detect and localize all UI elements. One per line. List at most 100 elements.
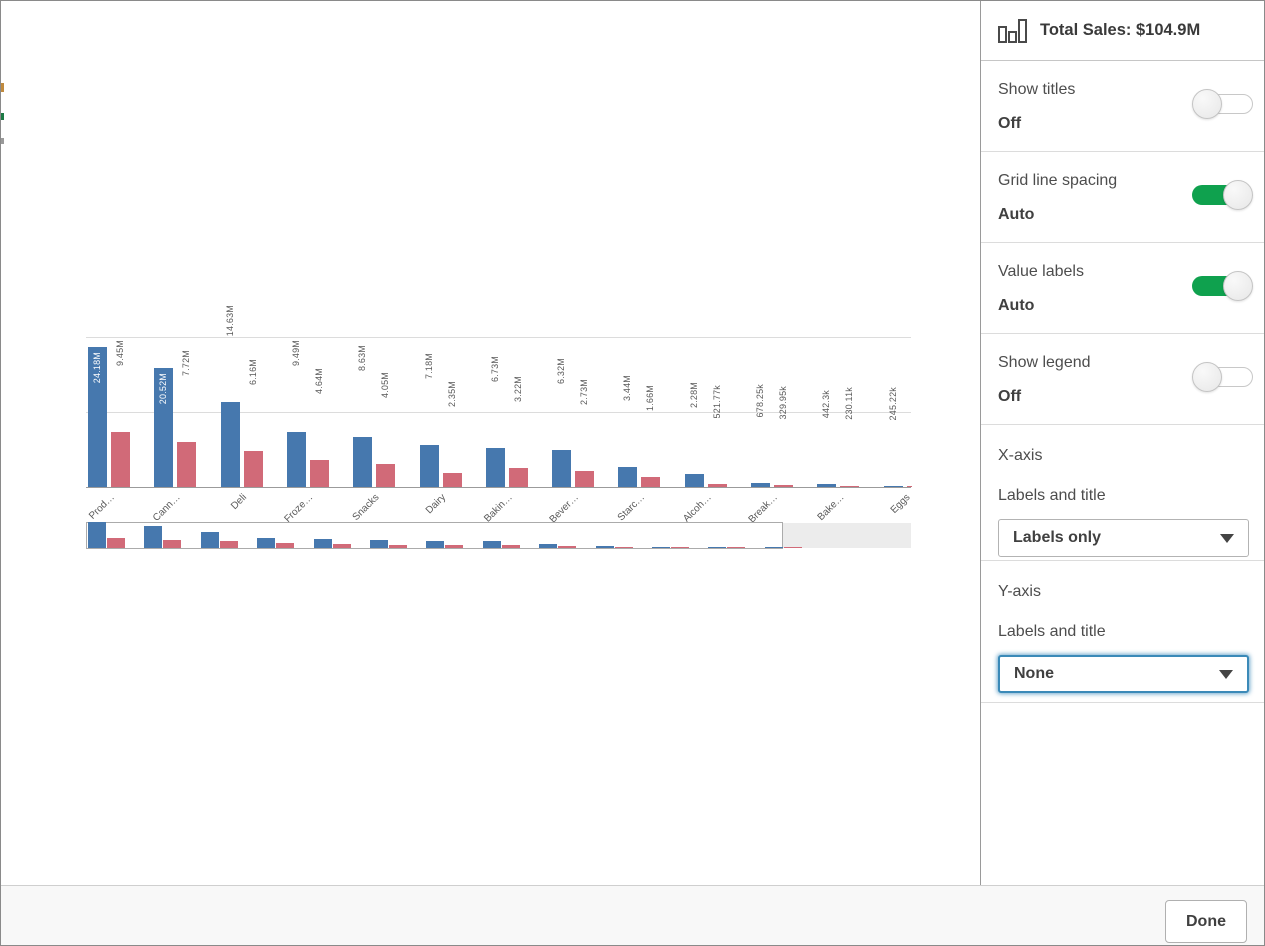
minimap-bar — [595, 546, 614, 548]
bar[interactable] — [353, 437, 373, 487]
minimap-bar — [144, 526, 163, 548]
bar[interactable] — [485, 448, 505, 487]
minimap-bar — [200, 532, 219, 548]
category-label: Bever… — [547, 492, 581, 526]
bar[interactable] — [684, 474, 704, 487]
bar[interactable] — [286, 432, 306, 487]
gridline — [86, 337, 911, 338]
bar[interactable] — [154, 368, 174, 487]
show-legend-toggle[interactable] — [1192, 362, 1253, 392]
bar-chart-icon — [997, 18, 1027, 44]
bar[interactable] — [442, 473, 462, 487]
minimap-bar — [671, 547, 689, 548]
value-label: 6.73M — [489, 355, 500, 382]
bar[interactable] — [641, 477, 661, 487]
category-label: Prod… — [86, 492, 117, 522]
bar[interactable] — [883, 486, 903, 487]
bar[interactable] — [906, 486, 912, 487]
category-label: Froze… — [282, 492, 316, 525]
minimap-bar — [107, 538, 125, 548]
bar[interactable] — [243, 451, 263, 487]
toggle-knob — [1223, 180, 1253, 210]
bar[interactable] — [751, 483, 770, 487]
minimap-bar — [426, 541, 445, 548]
value-label: 678.25k — [755, 383, 765, 417]
minimap-bar — [219, 541, 238, 548]
chevron-down-icon — [1220, 533, 1234, 543]
bar[interactable] — [508, 468, 528, 487]
value-label: 6.32M — [556, 357, 567, 384]
chart-scroll-track[interactable] — [783, 523, 911, 548]
bar[interactable] — [309, 460, 329, 487]
edge-artifact-gray — [1, 138, 4, 144]
minimap-bar — [445, 545, 464, 548]
x-axis-dropdown[interactable]: Labels only — [998, 519, 1249, 557]
value-label: 442.3k — [821, 389, 832, 418]
value-label: 521.77k — [711, 384, 722, 418]
minimap-bar — [614, 547, 633, 548]
minimap-bar — [482, 541, 501, 548]
bar[interactable] — [111, 432, 130, 487]
minimap-bar — [163, 540, 182, 548]
category-label: Eggs — [888, 492, 912, 516]
minimap-bar — [88, 522, 106, 548]
section-grid-line-spacing: Grid line spacing Auto — [981, 152, 1264, 243]
minimap-bar — [389, 545, 407, 548]
toggle-knob — [1192, 362, 1222, 392]
category-label: Snacks — [351, 492, 382, 523]
category-label: Bake… — [815, 492, 847, 523]
category-label: Starc… — [615, 492, 648, 524]
bar[interactable] — [707, 484, 727, 487]
show-legend-value: Off — [998, 388, 1022, 405]
section-show-titles: Show titles Off — [981, 61, 1264, 152]
bar[interactable] — [419, 445, 439, 487]
minimap-bar — [313, 539, 332, 548]
panel-title: Total Sales: $104.9M — [1040, 21, 1201, 39]
minimap-bar — [708, 547, 727, 548]
x-axis-sublabel: Labels and title — [998, 487, 1106, 504]
bar[interactable] — [840, 486, 860, 487]
chevron-down-icon — [1219, 669, 1233, 679]
value-label: 9.45M — [115, 339, 125, 366]
y-axis-dropdown[interactable]: None — [998, 655, 1249, 693]
minimap-bar — [558, 546, 577, 548]
done-button[interactable]: Done — [1165, 900, 1247, 943]
section-value-labels: Value labels Auto — [981, 243, 1264, 334]
panel-header: Total Sales: $104.9M — [981, 1, 1264, 61]
x-axis-dropdown-value: Labels only — [1013, 529, 1102, 546]
show-titles-toggle[interactable] — [1192, 89, 1253, 119]
value-label: 20.52M — [158, 373, 169, 405]
minimap-bar — [276, 543, 295, 548]
value-label: 3.22M — [512, 375, 523, 402]
value-label: 245.22k — [887, 386, 898, 420]
show-titles-value: Off — [998, 115, 1022, 132]
grid-line-spacing-toggle[interactable] — [1192, 180, 1253, 210]
bar[interactable] — [774, 485, 793, 487]
bar[interactable] — [618, 467, 638, 487]
value-label: 24.18M — [92, 352, 102, 384]
bar[interactable] — [817, 484, 837, 487]
minimap-bar — [501, 545, 520, 548]
minimap-bar — [652, 547, 670, 548]
x-axis-title: X-axis — [998, 447, 1043, 464]
bar[interactable] — [552, 450, 572, 487]
value-label: 329.95k — [778, 385, 788, 419]
section-x-axis: X-axis Labels and title Labels only — [981, 425, 1264, 561]
bar[interactable] — [376, 464, 396, 487]
value-labels-value: Auto — [998, 297, 1035, 314]
value-label: 7.18M — [423, 352, 434, 379]
minimap-bar — [764, 547, 783, 548]
minimap-bar — [727, 547, 746, 548]
category-label: Bakin… — [482, 492, 515, 525]
bar[interactable] — [220, 402, 240, 487]
value-label: 8.63M — [357, 344, 368, 371]
bar[interactable] — [575, 471, 595, 487]
value-labels-toggle[interactable] — [1192, 271, 1253, 301]
toggle-knob — [1223, 271, 1253, 301]
bar-chart: 24.18M 9.45M Prod… 20.52M 7.72M Cann… 14.63M 6.… — [1, 1, 912, 885]
value-label: 4.64M — [313, 367, 324, 394]
bar[interactable] — [177, 442, 197, 487]
value-label: 6.16M — [247, 358, 258, 385]
bar[interactable] — [88, 347, 107, 487]
